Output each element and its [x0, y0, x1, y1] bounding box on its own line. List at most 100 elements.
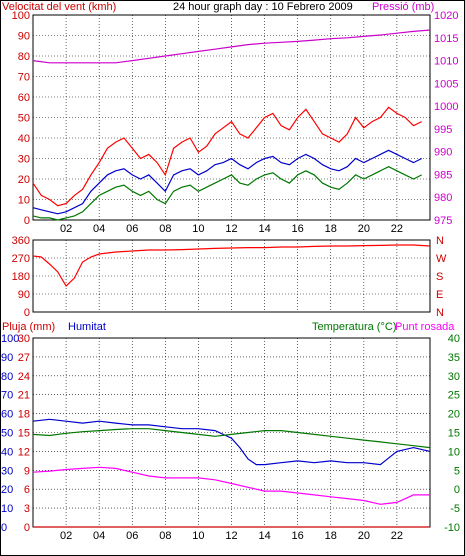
rain-y-tick: 9: [24, 465, 30, 477]
x-tick-label: 10: [192, 223, 204, 235]
wind-y-tick: 70: [18, 72, 30, 84]
temperature-y-tick: 15: [448, 428, 460, 440]
rain-y-tick: 3: [24, 503, 30, 515]
direction-y-tick: 180: [12, 271, 30, 283]
temperature-y-tick: 30: [448, 371, 460, 383]
series-temperature: [32, 428, 431, 449]
pressure-axis-title: Pressió (mb): [372, 1, 434, 13]
x-tick-label: 08: [159, 223, 171, 235]
humidity-y-tick: 0: [1, 522, 7, 534]
temperature-y-tick: 0: [454, 484, 460, 496]
humidity-axis-title: Humitat: [68, 321, 106, 333]
pressure-y-tick: 1015: [434, 33, 458, 45]
temperature-y-tick: 5: [454, 465, 460, 477]
series-dewpoint: [32, 466, 430, 505]
x-tick-label: 10: [192, 530, 204, 542]
wind-y-tick: 100: [12, 10, 30, 22]
wind-y-tick: 0: [24, 215, 30, 227]
humidity-y-tick: 70: [1, 390, 13, 402]
pressure-y-tick: 1020: [434, 10, 458, 22]
direction-y-tick: 0: [24, 307, 30, 319]
x-tick-label: 20: [358, 223, 370, 235]
x-tick-label: 14: [258, 530, 270, 542]
rain-y-tick: 21: [18, 390, 30, 402]
x-tick-label: 22: [391, 223, 403, 235]
x-tick-label: 20: [358, 530, 370, 542]
compass-tick: N: [436, 235, 444, 247]
humidity-y-tick: 80: [1, 371, 13, 383]
humidity-y-tick: 30: [1, 465, 13, 477]
temperature-y-tick: 40: [448, 333, 460, 345]
rain-y-tick: 0: [24, 522, 30, 534]
wind-y-tick: 90: [18, 31, 30, 43]
compass-tick: N: [436, 307, 444, 319]
rain-y-tick: 27: [18, 352, 30, 364]
x-tick-label: 04: [93, 530, 105, 542]
wind-speed-axis-title: Velocitat del vent (kmh): [2, 1, 116, 13]
temperature-y-tick: 10: [448, 446, 460, 458]
pressure-y-tick: 975: [434, 215, 452, 227]
pressure-y-tick: 1000: [434, 101, 458, 113]
wind-y-tick: 30: [18, 154, 30, 166]
wind-y-tick: 10: [18, 195, 30, 207]
x-tick-label: 16: [292, 223, 304, 235]
compass-tick: W: [436, 253, 447, 265]
temperature-y-tick: -5: [450, 503, 460, 515]
x-tick-label: 22: [391, 530, 403, 542]
rain-y-tick: 6: [24, 484, 30, 496]
x-tick-label: 06: [126, 530, 138, 542]
rain-y-tick: 18: [18, 409, 30, 421]
x-tick-label: 18: [325, 530, 337, 542]
pressure-y-tick: 985: [434, 169, 452, 181]
temperature-y-tick: 35: [448, 352, 460, 364]
humidity-y-tick: 60: [1, 409, 13, 421]
direction-y-tick: 270: [12, 253, 30, 265]
x-tick-label: 18: [325, 223, 337, 235]
direction-y-tick: 360: [12, 235, 30, 247]
humidity-y-tick: 90: [1, 352, 13, 364]
temperature-y-tick: 25: [448, 390, 460, 402]
rain-humidity-temp-panel: 0102030405060708090100036912151821242730…: [1, 333, 460, 542]
rain-y-tick: 15: [18, 428, 30, 440]
pressure-y-tick: 995: [434, 124, 452, 136]
x-tick-label: 12: [225, 530, 237, 542]
x-tick-label: 02: [60, 223, 72, 235]
x-tick-label: 08: [159, 530, 171, 542]
x-tick-label: 16: [292, 530, 304, 542]
x-tick-label: 04: [93, 223, 105, 235]
humidity-y-tick: 40: [1, 446, 13, 458]
humidity-y-tick: 50: [1, 428, 13, 440]
series-pressure: [32, 29, 431, 64]
direction-y-tick: 90: [18, 289, 30, 301]
wind-y-tick: 40: [18, 133, 30, 145]
pressure-y-tick: 1005: [434, 78, 458, 90]
temperature-y-tick: 20: [448, 409, 460, 421]
x-tick-label: 02: [60, 530, 72, 542]
series-gust: [32, 106, 422, 207]
pressure-y-tick: 980: [434, 192, 452, 204]
wind-y-tick: 50: [18, 113, 30, 125]
rain-y-tick: 12: [18, 446, 30, 458]
compass-tick: S: [436, 271, 443, 283]
graph-title: 24 hour graph day : 10 Febrero 2009: [173, 1, 353, 13]
x-tick-label: 06: [126, 223, 138, 235]
rain-y-tick: 24: [18, 371, 30, 383]
rain-axis-title: Pluja (mm): [2, 321, 55, 333]
series-direction: [32, 244, 431, 287]
x-tick-label: 14: [258, 223, 270, 235]
series-avg: [32, 149, 422, 215]
wind-y-tick: 60: [18, 92, 30, 104]
temperature-y-tick: -10: [444, 522, 460, 534]
wind-pressure-panel: 0102030405060708090100975980985990995100…: [12, 10, 459, 235]
compass-tick: E: [436, 289, 443, 301]
series-low: [32, 166, 422, 221]
wind-y-tick: 20: [18, 174, 30, 186]
rain-y-tick: 30: [18, 333, 30, 345]
humidity-y-tick: 10: [1, 503, 13, 515]
pressure-y-tick: 1010: [434, 56, 458, 68]
humidity-y-tick: 100: [1, 333, 19, 345]
x-tick-label: 12: [225, 223, 237, 235]
temperature-axis-title: Temperatura (°C): [312, 321, 396, 333]
series-humidity: [32, 418, 431, 466]
